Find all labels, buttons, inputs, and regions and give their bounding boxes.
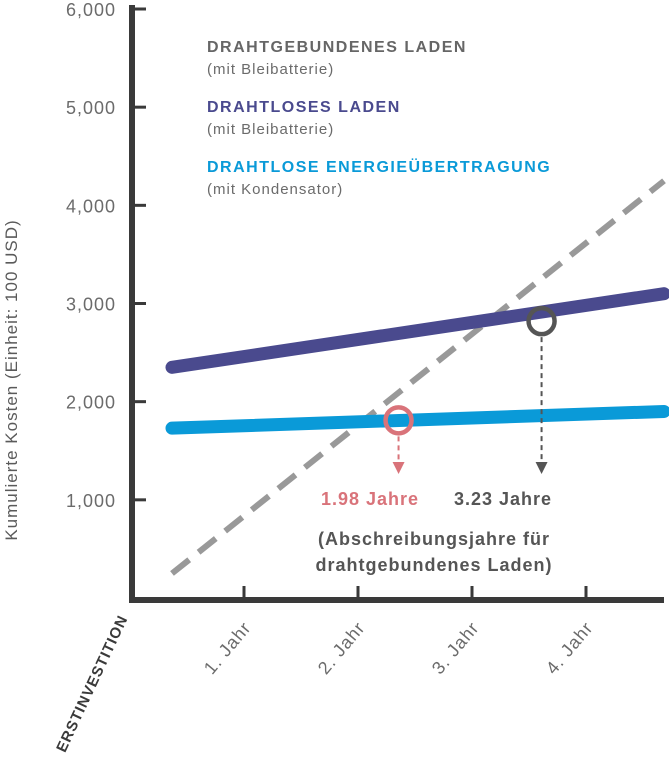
y-tick-label: 6,000 xyxy=(66,0,116,20)
series-line-1 xyxy=(170,178,666,576)
breakeven-circle xyxy=(383,405,414,436)
legend-title: DRAHTLOSE ENERGIEÜBERTRAGUNG xyxy=(207,157,551,176)
marker-arrow-head xyxy=(392,462,405,474)
x-tick-label: 2. Jahr xyxy=(314,618,369,678)
x-axis-ticks: ERSTINVESTITION 1. Jahr 2. Jahr 3. Jahr 4. J… xyxy=(53,586,597,755)
y-tick-label: 2,000 xyxy=(66,393,116,413)
legend-title: DRAHTLOSES LADEN xyxy=(207,99,401,116)
series-lines xyxy=(165,178,669,576)
legend-subtitle: (mit Bleibatterie) xyxy=(207,121,334,138)
y-tick-label: 4,000 xyxy=(66,196,116,216)
annotation-line: drahtgebundenes Laden) xyxy=(315,555,552,575)
y-axis-ticks: 1,000 2,000 3,000 4,000 5,000 6,000 xyxy=(66,0,146,511)
legend-subtitle: (mit Bleibatterie) xyxy=(207,61,334,78)
legend-title: DRAHTGEBUNDENES LADEN xyxy=(207,39,467,56)
series-line-3 xyxy=(165,404,669,435)
x-tick-label: 4. Jahr xyxy=(542,618,597,678)
annotation-line: (Abschreibungsjahre für xyxy=(318,529,550,549)
y-tick-label: 3,000 xyxy=(66,295,116,315)
legend: DRAHTGEBUNDENES LADEN (mit Bleibatterie) D… xyxy=(207,39,551,198)
y-tick-label: 5,000 xyxy=(66,98,116,118)
x-tick-label: 3. Jahr xyxy=(428,618,483,678)
y-axis-label: Kumulierte Kosten (Einheit: 100 USD) xyxy=(2,219,21,540)
x-tick-label-initial: ERSTINVESTITION xyxy=(53,613,131,755)
annotation: (Abschreibungsjahre für drahtgebundenes L… xyxy=(315,529,552,575)
marker-arrow-head xyxy=(535,462,548,474)
breakeven-label: 1.98 Jahre xyxy=(321,489,419,509)
y-tick-label: 1,000 xyxy=(66,491,116,511)
breakeven-markers: 1.98 Jahre 3.23 Jahre xyxy=(321,305,557,509)
x-tick-label: 1. Jahr xyxy=(200,618,255,678)
series-line-2 xyxy=(165,287,669,374)
legend-subtitle: (mit Kondensator) xyxy=(207,181,343,198)
breakeven-label: 3.23 Jahre xyxy=(454,489,552,509)
breakeven-circle xyxy=(526,305,557,337)
